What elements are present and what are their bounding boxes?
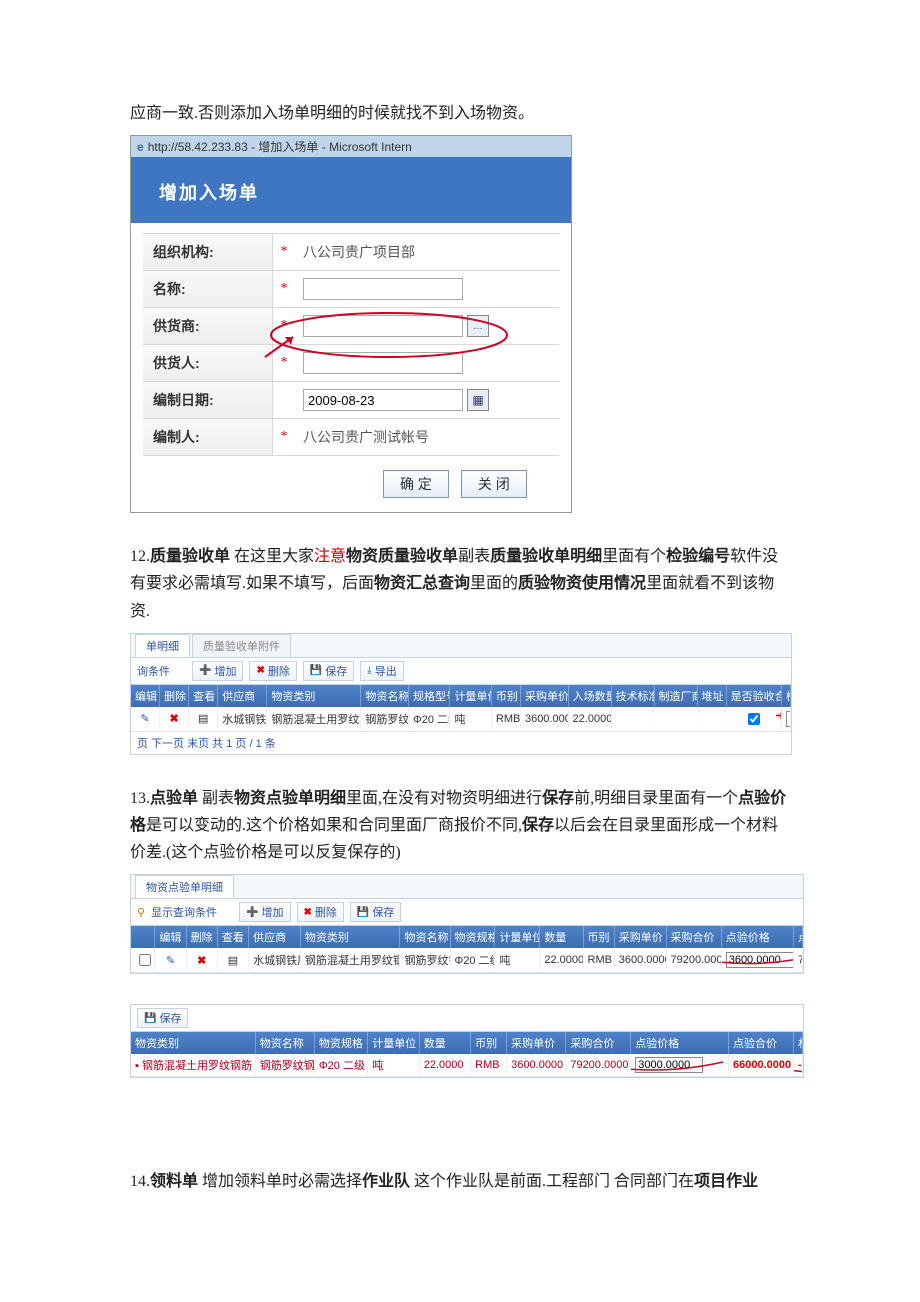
screenshot-quality-grid: 单明细 质量验收单附件 询条件 ➕增加 ✖删除 💾保存 ⤓导出 编辑 删除 查看… — [130, 633, 792, 755]
value-org: 八公司贵广项目部 — [295, 242, 559, 262]
toolbar-add-button[interactable]: ➕增加 — [239, 902, 290, 922]
required-star: * — [273, 244, 295, 260]
tab-detail[interactable]: 单明细 — [135, 634, 190, 657]
search-icon: ⚲ — [137, 906, 145, 919]
label-supplier-person: 供货人: — [143, 345, 273, 381]
label-author: 编制人: — [143, 419, 273, 455]
show-query-link[interactable]: 显示查询条件 — [151, 904, 217, 920]
edit-icon[interactable]: ✎ — [166, 955, 175, 967]
window-title-text: http://58.42.233.83 - 增加入场单 - Microsoft … — [148, 138, 412, 155]
save-icon: 💾 — [357, 907, 369, 918]
calendar-icon[interactable]: ▦ — [467, 389, 489, 411]
inspect-price-input[interactable] — [635, 1057, 703, 1073]
paragraph-sec12: 12.质量验收单 在这里大家注意物资质量验收单副表质量验收单明细里面有个检验编号… — [130, 543, 790, 625]
date-input[interactable] — [303, 389, 463, 411]
save-icon: 💾 — [310, 665, 322, 676]
add-icon: ➕ — [246, 907, 258, 918]
tab-attachment[interactable]: 质量验收单附件 — [192, 634, 291, 657]
paragraph-top: 应商一致.否则添加入场单明细的时候就找不到入场物资。 — [130, 100, 790, 127]
form-title: 增加入场单 — [131, 157, 571, 223]
delete-row-icon[interactable]: ✖ — [170, 713, 179, 725]
view-icon[interactable]: ▤ — [198, 713, 208, 725]
ok-button[interactable]: 确 定 — [383, 470, 449, 498]
required-star: * — [273, 318, 295, 334]
row-checkbox[interactable] — [139, 954, 151, 966]
label-date: 编制日期: — [143, 382, 273, 418]
name-input[interactable] — [303, 278, 463, 300]
export-icon: ⤓ — [367, 665, 371, 676]
query-cond-link[interactable]: 询条件 — [137, 663, 170, 679]
tab-inspect-detail[interactable]: 物资点验单明细 — [135, 875, 234, 898]
save-icon: 💾 — [144, 1013, 156, 1024]
grid-header: 编辑 删除 查看 供应商 物资类别 物资名称 物资规格 计量单位 数量 币别 采… — [131, 926, 803, 948]
close-button[interactable]: 关 闭 — [461, 470, 527, 498]
supplier-person-input[interactable] — [303, 352, 463, 374]
toolbar-delete-button[interactable]: ✖删除 — [249, 661, 296, 681]
inspection-no-input[interactable] — [786, 711, 791, 727]
required-star: * — [273, 355, 295, 371]
grid-header: 物资类别 物资名称 物资规格 计量单位 数量 币别 采购单价 采购合价 点验价格… — [131, 1032, 803, 1054]
toolbar-save-button[interactable]: 💾保存 — [137, 1008, 188, 1028]
toolbar-save-button[interactable]: 💾保存 — [303, 661, 354, 681]
required-star: * — [273, 429, 295, 445]
delete-icon: ✖ — [304, 907, 312, 918]
grid-header: 编辑 删除 查看 供应商 物资类别 物资名称 规格型号 计量单位 币别 采购单价… — [131, 685, 791, 707]
grid-row: ✎ ✖ ▤ 水城钢铁厂 钢筋混凝土用罗纹钢筋 钢筋罗纹钢 Φ20 二级 吨 22… — [131, 948, 803, 973]
grid-pager: 页 下一页 末页 共 1 页 / 1 条 — [131, 732, 791, 754]
required-star: * — [273, 281, 295, 297]
pass-checkbox[interactable] — [748, 713, 760, 725]
delete-icon: ✖ — [256, 665, 264, 676]
window-titlebar: e http://58.42.233.83 - 增加入场单 - Microsof… — [131, 136, 571, 157]
ie-icon: e — [137, 140, 144, 154]
toolbar-save-button[interactable]: 💾保存 — [350, 902, 401, 922]
toolbar-add-button[interactable]: ➕增加 — [192, 661, 243, 681]
annotation-arrow: ➔ — [776, 709, 782, 722]
screenshot-inspect-grid-b: 💾保存 物资类别 物资名称 物资规格 计量单位 数量 币别 采购单价 采购合价 … — [130, 1004, 804, 1078]
grid-row: ▪ 钢筋混凝土用罗纹钢筋 钢筋罗纹钢 Φ20 二级 吨 22.0000 RMB … — [131, 1054, 803, 1077]
inspect-price-input[interactable] — [726, 952, 794, 968]
paragraph-sec14: 14.领料单 增加领料单时必需选择作业队 这个作业队是前面.工程部门 合同部门在… — [130, 1168, 790, 1195]
value-author: 八公司贵广测试帐号 — [295, 427, 559, 447]
lookup-button[interactable]: … — [467, 315, 489, 337]
label-org: 组织机构: — [143, 234, 273, 270]
toolbar-export-button[interactable]: ⤓导出 — [360, 661, 403, 681]
paragraph-sec13: 13.点验单 副表物资点验单明细里面,在没有对物资明细进行保存前,明细目录里面有… — [130, 785, 790, 867]
label-name: 名称: — [143, 271, 273, 307]
label-supplier: 供货商: — [143, 308, 273, 344]
delete-row-icon[interactable]: ✖ — [197, 955, 206, 967]
grid-row: ✎ ✖ ▤ 水城钢铁厂 钢筋混凝土用罗纹钢筋 钢筋罗纹钢 Φ20 二级 吨 RM… — [131, 707, 791, 732]
add-icon: ➕ — [199, 665, 211, 676]
screenshot-inspect-grid-a: 物资点验单明细 ⚲ 显示查询条件 ➕增加 ✖删除 💾保存 编辑 删除 查看 供应… — [130, 874, 804, 974]
view-icon[interactable]: ▤ — [228, 955, 238, 967]
toolbar-delete-button[interactable]: ✖删除 — [297, 902, 344, 922]
supplier-input[interactable] — [303, 315, 463, 337]
edit-icon[interactable]: ✎ — [140, 713, 149, 725]
screenshot-add-entry-form: e http://58.42.233.83 - 增加入场单 - Microsof… — [130, 135, 572, 513]
